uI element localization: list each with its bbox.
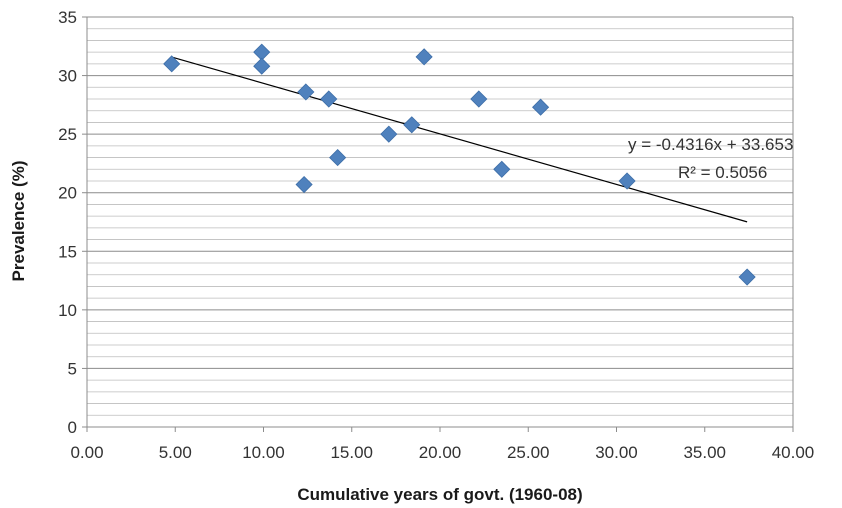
- x-tick-label: 40.00: [772, 443, 815, 462]
- data-point: [415, 48, 433, 66]
- data-point: [329, 149, 347, 167]
- y-tick-labels: 0 5 10 15 20 25 30 35: [58, 8, 87, 437]
- data-point: [403, 116, 421, 134]
- x-tick-label: 20.00: [419, 443, 462, 462]
- x-tick-label: 15.00: [330, 443, 373, 462]
- x-tick-label: 5.00: [159, 443, 192, 462]
- x-axis-title: Cumulative years of govt. (1960-08): [297, 485, 582, 504]
- trendline-group: [171, 56, 748, 223]
- y-tick-label: 20: [58, 184, 77, 203]
- y-tick-label: 10: [58, 301, 77, 320]
- data-point: [297, 83, 315, 101]
- x-tick-label: 10.00: [242, 443, 285, 462]
- data-point: [320, 90, 338, 108]
- data-point: [493, 160, 511, 178]
- y-tick-label: 35: [58, 8, 77, 27]
- trendline-equation: y = -0.4316x + 33.653: [628, 135, 793, 154]
- y-axis-title: Prevalence (%): [9, 161, 28, 282]
- y-tick-label: 30: [58, 67, 77, 86]
- x-tick-label: 30.00: [595, 443, 638, 462]
- trendline: [171, 56, 748, 223]
- data-point: [295, 175, 313, 194]
- data-points: [163, 43, 756, 286]
- data-point: [470, 90, 488, 108]
- data-point: [253, 57, 271, 75]
- data-point: [738, 268, 756, 286]
- data-point: [380, 125, 398, 143]
- y-tick-label: 25: [58, 125, 77, 144]
- r-squared-label: R² = 0.5056: [678, 163, 767, 182]
- data-point: [618, 172, 636, 190]
- y-tick-label: 0: [68, 418, 77, 437]
- axes: [86, 17, 794, 428]
- gridlines: [87, 16, 793, 428]
- data-point: [532, 98, 550, 116]
- data-point: [163, 55, 181, 73]
- y-tick-label: 5: [68, 359, 77, 378]
- x-tick-label: 35.00: [683, 443, 726, 462]
- y-tick-label: 15: [58, 242, 77, 261]
- x-tick-label: 0.00: [70, 443, 103, 462]
- x-tick-labels: 0.00 5.00 10.00 15.00 20.00 25.00 30.00 35.00 40…: [70, 427, 814, 462]
- x-tick-label: 25.00: [507, 443, 550, 462]
